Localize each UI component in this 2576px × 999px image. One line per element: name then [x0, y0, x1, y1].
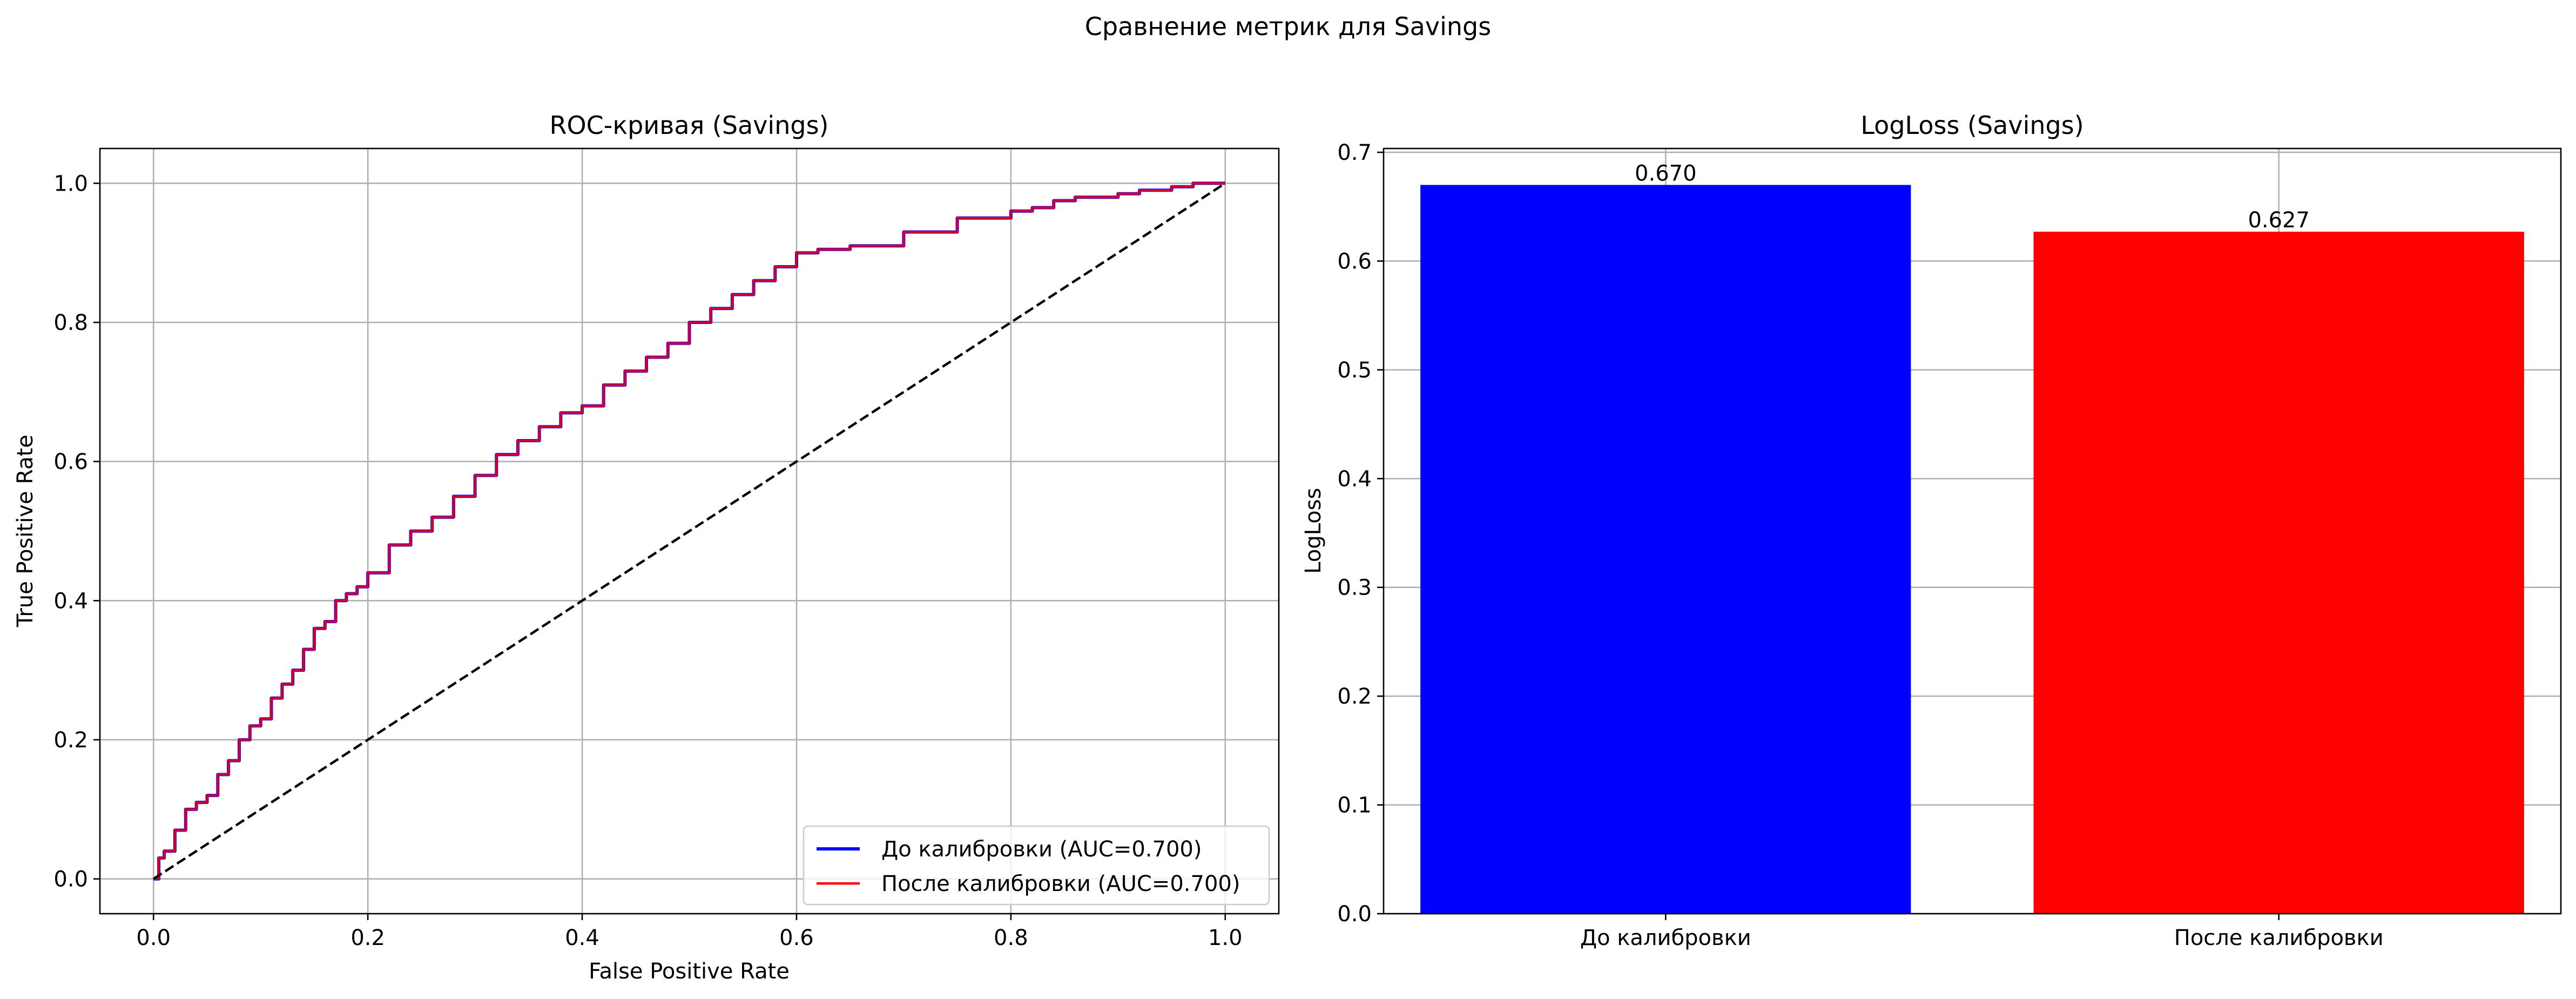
logloss-y-tick-label: 0.7	[1337, 140, 1372, 165]
roc-lines	[153, 181, 1226, 881]
logloss-y-axis-label: LogLoss	[1301, 488, 1326, 573]
logloss-title: LogLoss (Savings)	[1860, 111, 2083, 140]
roc-title: ROC-кривая (Savings)	[550, 111, 829, 140]
logloss-category-label: До калибровки	[1580, 926, 1751, 950]
logloss-y-tick-label: 0.4	[1337, 467, 1372, 491]
roc-y-tick-label: 1.0	[53, 171, 88, 196]
logloss-bar	[2033, 232, 2524, 914]
logloss-panel: 0.670 0.627 0.0 0.1 0.2 0.3 0.4 0.5 0.6 0.7 До ка…	[1301, 111, 2562, 950]
logloss-bar-value-label: 0.670	[1635, 161, 1697, 186]
roc-x-tick-label: 0.4	[565, 926, 599, 950]
logloss-y-tick-label: 0.3	[1337, 576, 1372, 600]
logloss-y-tick-label: 0.5	[1337, 358, 1372, 383]
roc-x-tick-label: 0.8	[994, 926, 1028, 950]
logloss-bars: 0.670 0.627	[1420, 161, 2524, 914]
roc-x-tick-label: 1.0	[1208, 926, 1243, 950]
roc-y-tick-label: 0.4	[53, 589, 88, 613]
logloss-y-tick-label: 0.2	[1337, 684, 1372, 709]
roc-panel: 0.0 0.2 0.4 0.6 0.8 1.0 0.0 0.2 0.4 0.6 0.8 1.0 ROC…	[13, 111, 1280, 984]
roc-y-tick-label: 0.0	[53, 867, 88, 892]
legend-label-before: До калибровки (AUC=0.700)	[881, 837, 1202, 862]
roc-line-after	[153, 182, 1225, 880]
roc-ticks: 0.0 0.2 0.4 0.6 0.8 1.0 0.0 0.2 0.4 0.6 0.8 1.0	[53, 171, 1242, 950]
roc-chance-line	[153, 182, 1226, 880]
logloss-category-label: После калибровки	[2174, 926, 2384, 950]
logloss-axes-frame	[1383, 147, 2562, 915]
roc-legend: До калибровки (AUC=0.700) После калибров…	[803, 825, 1270, 906]
logloss-y-tick-label: 0.0	[1337, 902, 1372, 927]
figure-suptitle: Сравнение метрик для Savings	[1085, 12, 1491, 41]
roc-y-tick-label: 0.2	[53, 728, 88, 753]
roc-x-tick-label: 0.2	[350, 926, 385, 950]
roc-x-tick-label: 0.6	[779, 926, 814, 950]
roc-axes-frame	[99, 147, 1280, 915]
roc-y-axis-label: True Positive Rate	[13, 435, 38, 627]
logloss-bar-value-label: 0.627	[2248, 208, 2310, 233]
roc-y-tick-label: 0.8	[53, 310, 88, 335]
logloss-y-tick-label: 0.6	[1337, 249, 1372, 274]
logloss-bar	[1420, 185, 1911, 914]
logloss-ticks: 0.0 0.1 0.2 0.3 0.4 0.5 0.6 0.7 До калибровки Пос…	[1337, 140, 2383, 950]
logloss-y-tick-label: 0.1	[1337, 793, 1372, 818]
roc-x-tick-label: 0.0	[136, 926, 171, 950]
roc-y-tick-label: 0.6	[53, 450, 88, 475]
roc-legend-box	[803, 825, 1270, 906]
legend-label-after: После калибровки (AUC=0.700)	[881, 872, 1240, 896]
roc-x-axis-label: False Positive Rate	[589, 959, 790, 984]
